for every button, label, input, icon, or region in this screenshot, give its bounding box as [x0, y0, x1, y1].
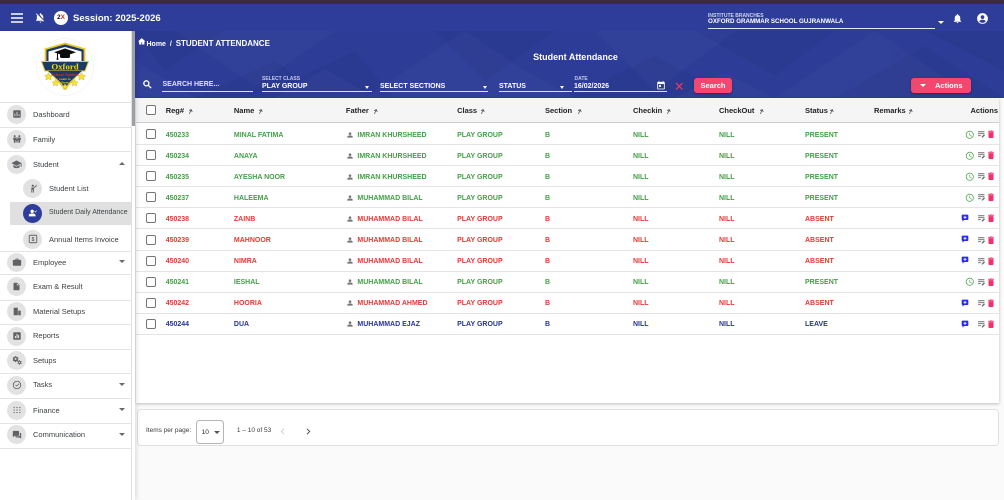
svg-text:Serve: Serve: [61, 80, 69, 84]
svg-text:School System: School System: [51, 72, 79, 77]
svg-text:$: $: [31, 237, 34, 243]
svg-text:Learn to: Learn to: [59, 77, 70, 81]
svg-text:Oxford: Oxford: [51, 61, 78, 71]
